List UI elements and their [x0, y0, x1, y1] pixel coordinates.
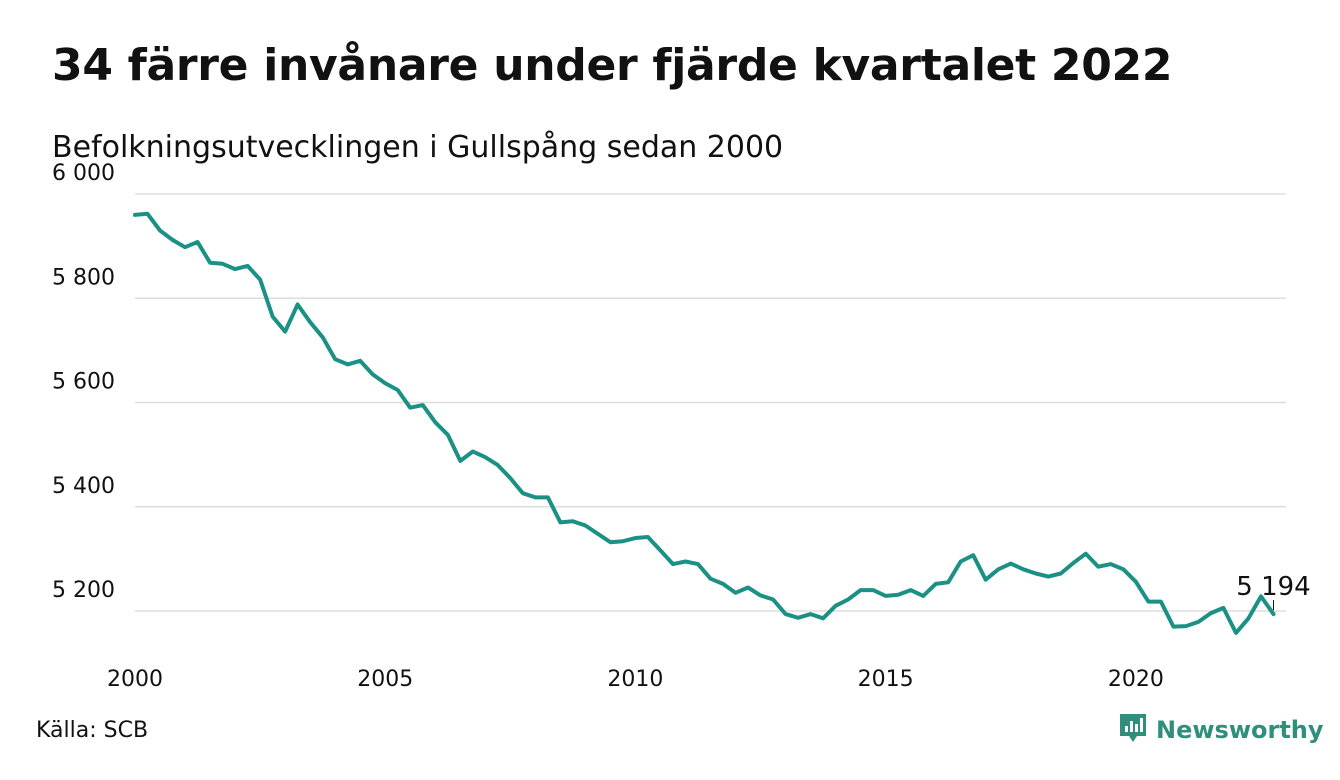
population-line: [133, 211, 1276, 635]
x-tick-label: 2005: [357, 667, 413, 692]
y-tick-label: 6 000: [52, 161, 115, 186]
y-tick-label: 5 600: [52, 370, 115, 395]
chart-title: 34 färre invånare under fjärde kvartalet…: [52, 40, 1173, 91]
last-value-label: 5 194: [1236, 572, 1310, 602]
y-tick-label: 5 200: [52, 578, 115, 603]
brand-name: Newsworthy: [1156, 716, 1324, 744]
brand-logo[interactable]: Newsworthy: [1118, 712, 1324, 748]
x-tick-label: 2000: [107, 667, 163, 692]
newsworthy-logo-icon: [1118, 712, 1148, 748]
y-tick-label: 5 400: [52, 474, 115, 499]
chart-subtitle: Befolkningsutvecklingen i Gullspång seda…: [52, 130, 784, 165]
x-tick-label: 2010: [607, 667, 663, 692]
y-tick-label: 5 800: [52, 265, 115, 290]
x-tick-label: 2015: [858, 667, 914, 692]
source-note: Källa: SCB: [36, 718, 149, 743]
x-tick-label: 2020: [1108, 667, 1164, 692]
line-chart: 5 200 5 400 5 600 5 800 6 000 2000 2005 2010 201…: [52, 161, 1311, 692]
